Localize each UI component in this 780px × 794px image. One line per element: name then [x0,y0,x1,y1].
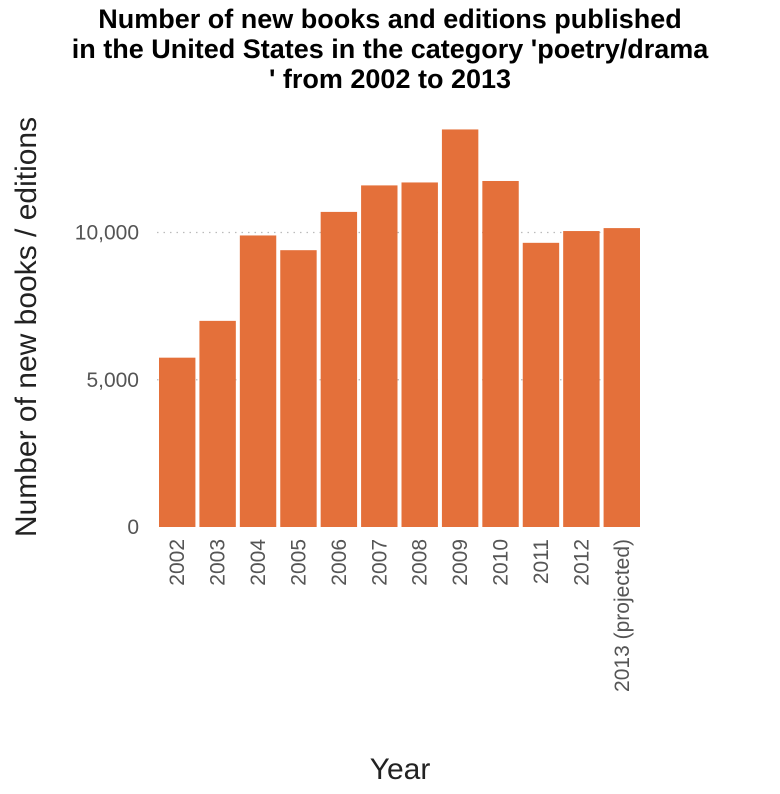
x-tick-label: 2011 [530,539,553,584]
bar [361,185,398,527]
chart-title-line-2: in the United States in the category 'po… [72,34,710,64]
x-tick-label: 2010 [490,539,513,586]
x-tick-label: 2012 [570,539,593,586]
bar [320,211,358,527]
x-axis-ticks: 2002 2003 2004 2005 2006 2007 2008 2009 2010 2011… [166,539,634,692]
bar [482,180,519,527]
bar [159,357,196,527]
gridlines [157,231,642,381]
x-tick-label: 2008 [409,539,432,586]
x-tick-label: 2005 [287,539,310,586]
bar [280,250,317,527]
bar [441,129,479,527]
x-tick-label: 2002 [166,539,189,586]
bar [563,231,600,527]
chart-title-line-1: Number of new books and editions publish… [98,4,682,34]
bar [522,242,560,527]
bar [239,235,277,527]
x-tick-label: 2003 [207,539,230,586]
x-tick-label: 2004 [247,539,270,586]
x-tick-label: 2007 [368,539,391,586]
y-axis-label: Number of new books / editions [10,117,43,537]
x-tick-label: 2013 (projected) [611,539,634,692]
x-tick-label: 2009 [449,539,472,586]
x-axis-label: Year [370,753,431,786]
bar [401,182,438,527]
chart-title-line-3: ' from 2002 to 2013 [269,64,511,94]
bar [603,228,640,527]
x-tick-label: 2006 [328,539,351,586]
y-tick-label: 0 [127,516,139,539]
bar [199,320,236,527]
y-tick-label: 10,000 [75,222,139,245]
bars [159,129,640,527]
y-axis-ticks: 0 5,000 10,000 [75,222,139,539]
y-tick-label: 5,000 [86,369,139,392]
chart-title: Number of new books and editions publish… [72,4,710,94]
